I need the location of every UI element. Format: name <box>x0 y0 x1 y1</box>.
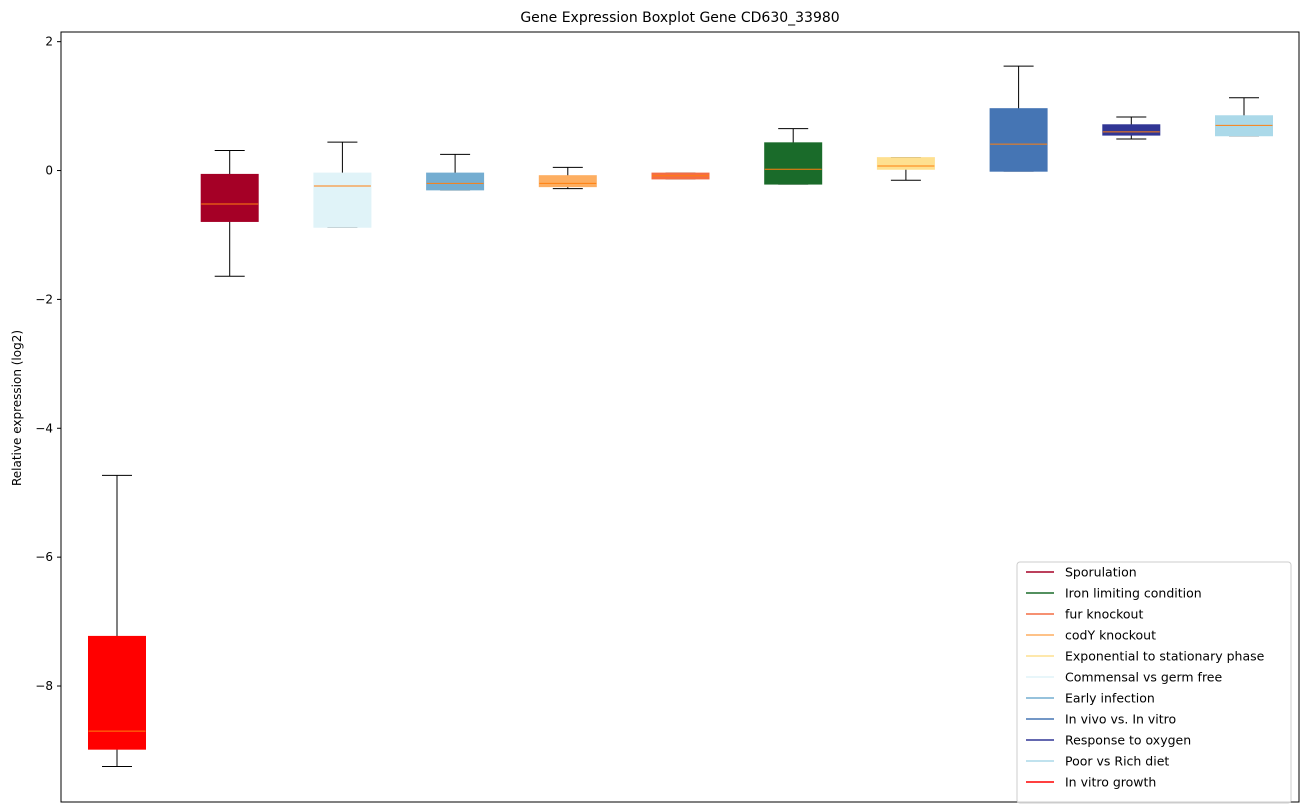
legend-label: Commensal vs germ free <box>1065 670 1222 685</box>
legend-label: Early infection <box>1065 691 1155 706</box>
legend-label: codY knockout <box>1065 628 1156 643</box>
y-tick-label: −2 <box>35 292 53 306</box>
box-group <box>651 172 710 180</box>
y-tick-label: −4 <box>35 421 53 435</box>
legend: Sporulation Iron limiting condition fur kn… <box>1016 561 1292 804</box>
y-axis: 2 0 −2 −4 −6 −8 <box>35 35 61 693</box>
legend-label: Exponential to stationary phase <box>1065 649 1265 664</box>
legend-label: In vitro growth <box>1065 775 1156 790</box>
legend-label: fur knockout <box>1065 607 1143 622</box>
box-group <box>764 128 823 185</box>
legend-label: Poor vs Rich diet <box>1065 754 1169 769</box>
legend-label: Response to oxygen <box>1065 733 1191 748</box>
legend-label: Sporulation <box>1065 565 1137 580</box>
box-group <box>426 153 485 191</box>
y-tick-label: −8 <box>35 679 53 693</box>
box-iqr <box>313 172 372 228</box>
box-iqr <box>88 635 146 750</box>
box-group <box>989 65 1048 172</box>
chart-title: Gene Expression Boxplot Gene CD630_33980 <box>520 10 839 26</box>
box-iqr <box>200 173 259 222</box>
box-iqr <box>876 157 935 170</box>
box-group <box>1215 97 1273 137</box>
legend-label: In vivo vs. In vitro <box>1065 712 1176 727</box>
box-iqr <box>426 172 485 191</box>
box-group <box>200 150 259 277</box>
plot-frame <box>60 31 1300 803</box>
y-tick-label: 2 <box>45 35 53 49</box>
box-iqr <box>1102 124 1161 136</box>
box-group <box>313 141 372 228</box>
boxes <box>88 65 1273 768</box>
box-group <box>1102 116 1161 140</box>
legend-frame <box>1016 561 1292 804</box>
y-tick-label: −6 <box>35 550 53 564</box>
box-iqr <box>764 142 823 185</box>
box-group <box>538 166 597 190</box>
box-iqr <box>538 175 597 188</box>
y-tick-label: 0 <box>45 164 53 178</box>
y-axis-label: Relative expression (log2) <box>10 330 24 486</box>
box-group <box>88 474 146 768</box>
legend-label: Iron limiting condition <box>1065 586 1202 601</box>
box-iqr <box>989 108 1048 172</box>
box-group <box>876 157 935 181</box>
